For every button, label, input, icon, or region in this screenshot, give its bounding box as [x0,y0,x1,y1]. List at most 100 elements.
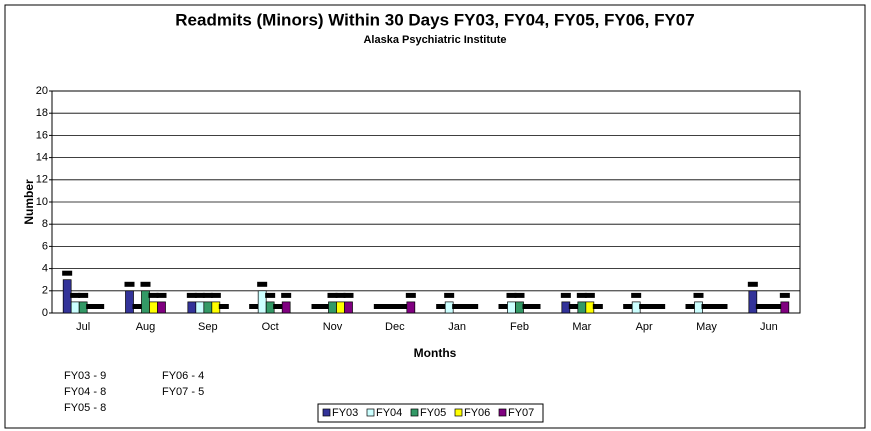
bar [507,301,516,314]
value-label-box [86,304,97,309]
bar [157,301,166,314]
value-label-box [685,304,696,309]
value-label-box [62,270,73,276]
value-label-box [560,292,571,298]
x-tick-label: Oct [262,321,279,333]
bar [694,301,703,314]
value-label-box [763,304,774,309]
value-label-box [771,304,782,309]
value-label-box [452,304,463,309]
y-tick-label: 18 [36,107,48,119]
y-tick-label: 0 [42,307,48,319]
x-tick-label: Jun [760,321,778,333]
bar [187,301,197,314]
x-tick-label: Apr [636,321,653,333]
chart-title: Readmits (Minors) Within 30 Days FY03, F… [175,10,694,29]
value-label-box [444,292,455,298]
value-label-box [701,304,712,309]
bar [265,301,275,314]
x-tick-label: Feb [510,321,529,333]
legend-label: FY04 [376,407,402,419]
value-label-box [709,304,720,309]
value-label-box [530,304,541,309]
value-label-box [156,292,167,298]
value-label-box [631,292,642,298]
value-label-box [381,304,392,309]
value-label-box [327,292,338,298]
value-label-box [655,304,666,309]
value-label-box [693,292,704,298]
value-label-box [94,304,105,309]
value-label-box [405,292,416,298]
bar [195,301,205,314]
summary-text: FY07 - 5 [162,386,204,398]
bar [281,301,291,314]
value-label-box [647,304,658,309]
value-label-box [584,292,595,298]
legend-box [317,403,544,423]
value-label-box [747,281,758,287]
value-label-box [373,304,384,309]
y-tick-label: 2 [42,285,48,297]
value-label-box [436,304,447,309]
value-label-box [311,304,322,309]
bar [149,301,158,314]
legend-label: FY07 [508,407,534,419]
bar [748,290,758,314]
bar [344,301,353,314]
bar [780,301,790,314]
value-label-box [218,304,229,309]
legend-label: FY05 [420,407,446,419]
value-label-box [639,304,650,309]
value-label-box [78,292,89,298]
legend-label: FY03 [332,407,358,419]
legend-label: FY06 [464,407,490,419]
y-tick-label: 12 [36,174,48,186]
value-label-box [186,292,197,298]
value-label-box [468,304,479,309]
value-label-box [623,304,634,309]
bar [257,290,267,314]
value-label-box [257,281,268,287]
summary-text: FY03 - 9 [64,370,106,382]
bar [336,301,345,314]
value-label-box [132,304,143,309]
bar [328,301,337,314]
value-label-box [592,304,603,309]
y-tick-label: 16 [36,129,48,141]
y-tick-label: 10 [36,196,48,208]
y-tick-label: 4 [42,263,48,275]
x-tick-label: Aug [136,321,156,333]
bar [577,301,587,314]
value-label-box [460,304,471,309]
bar [70,301,80,314]
legend-swatch [322,408,331,417]
x-tick-label: Jul [76,321,90,333]
x-tick-label: Nov [323,321,343,333]
legend-swatch [410,408,419,417]
legend-swatch [366,408,375,417]
value-label-box [506,292,517,298]
value-label-box [148,292,159,298]
summary-text: FY06 - 4 [162,370,204,382]
legend-swatch [498,408,507,417]
summary-text: FY04 - 8 [64,386,106,398]
x-tick-label: May [696,321,717,333]
y-tick-label: 8 [42,218,48,230]
x-tick-label: Jan [448,321,466,333]
value-label-box [281,292,292,298]
y-tick-label: 20 [36,85,48,97]
summary-text: FY05 - 8 [64,402,106,414]
bar [78,301,88,314]
bar [585,301,595,314]
value-label-box [335,292,346,298]
bar [211,301,221,314]
bar [444,301,454,314]
value-label-box [498,304,509,309]
bar [141,290,150,314]
value-label-box [717,304,728,309]
value-label-box [343,292,354,298]
x-tick-label: Dec [385,321,405,333]
y-tick-label: 6 [42,240,48,252]
